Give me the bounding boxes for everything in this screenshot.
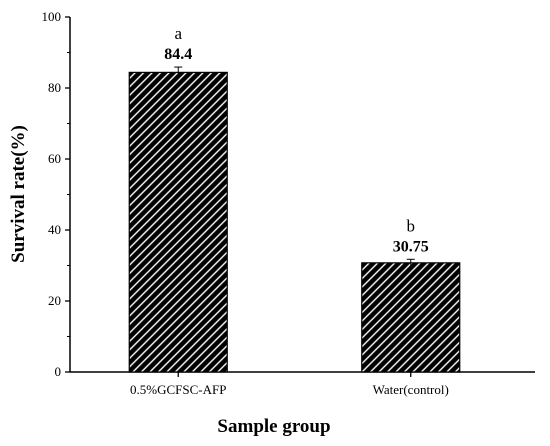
y-axis-title: Survival rate(%) (8, 125, 29, 263)
plot-area: 0 20 40 60 80 100 0.5%GCFSC-AFP 84.4 a Water(cont… (42, 9, 535, 397)
x-category-label: 0.5%GCFSC-AFP (130, 382, 226, 397)
significance-letter: b (407, 216, 416, 235)
y-tick-label: 20 (48, 293, 61, 308)
data-value-label: 30.75 (393, 238, 429, 255)
x-axis-title: Sample group (217, 416, 330, 437)
y-tick-label: 60 (48, 151, 61, 166)
significance-letter: a (174, 24, 182, 43)
y-tick-label: 0 (55, 364, 62, 379)
y-tick-label: 80 (48, 80, 61, 95)
bar (128, 71, 228, 373)
data-value-label: 84.4 (164, 46, 192, 63)
y-tick-label: 40 (48, 222, 61, 237)
bar (361, 262, 461, 373)
x-category-label: Water(control) (373, 382, 449, 397)
y-tick-label: 100 (42, 9, 62, 24)
